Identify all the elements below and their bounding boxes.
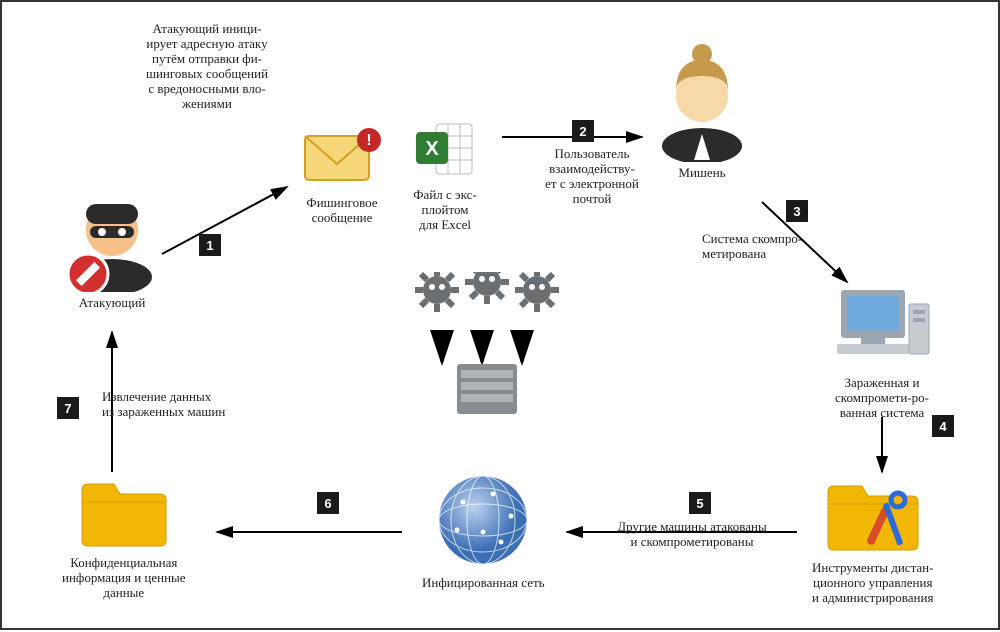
attacker-label: Атакующий [79,296,146,311]
target-label: Мишень [678,166,725,181]
computer-icon [827,282,937,372]
svg-text:!: ! [366,132,371,149]
excel-file-node: X Файл с экс- плойтом для Excel [410,114,480,233]
step-caption-7: Извлечение данных из зараженных машин [102,390,272,420]
tools-node: Инструменты дистан- ционного управления … [812,472,933,606]
attacker-icon [62,182,162,292]
data-node: Конфиденциальная информация и ценные дан… [62,472,186,601]
target-user-icon [652,42,752,162]
malware-icon [407,272,567,422]
phish-mail-node: ! Фишинговое сообщение [282,122,402,226]
globe-icon [423,472,543,572]
step-badge-4: 4 [932,415,954,437]
step-badge-2: 2 [572,120,594,142]
step-badge-7: 7 [57,397,79,419]
step-caption-1: Атакующий иници- ирует адресную атаку пу… [112,22,302,112]
data-folder-icon [74,472,174,552]
infected-pc-label: Зараженная и скомпромети-ро- ванная сист… [835,376,929,421]
step-caption-3: Система скомпро- метирована [702,232,862,262]
step-badge-5: 5 [689,492,711,514]
phish-mail-label: Фишинговое сообщение [282,196,402,226]
step-caption-2: Пользователь взаимодейству- ет с электро… [522,147,662,207]
excel-icon: X [410,114,480,184]
step-badge-6: 6 [317,492,339,514]
step-badge-3: 3 [786,200,808,222]
step-badge-1: 1 [199,234,221,256]
tools-label: Инструменты дистан- ционного управления … [812,561,933,606]
tools-folder-icon [818,472,928,557]
network-node: Инфицированная сеть [422,472,545,591]
data-label: Конфиденциальная информация и ценные дан… [62,556,186,601]
infected-pc-node: Зараженная и скомпромети-ро- ванная сист… [827,282,937,421]
attacker-node: Атакующий [62,182,162,311]
envelope-icon: ! [297,122,387,192]
network-label: Инфицированная сеть [422,576,545,591]
malware-node [407,272,567,426]
excel-file-label: Файл с экс- плойтом для Excel [413,188,476,233]
svg-text:X: X [425,138,439,160]
target-node: Мишень [652,42,752,181]
step-caption-5: Другие машины атакованы и скомпрометиров… [592,520,792,550]
